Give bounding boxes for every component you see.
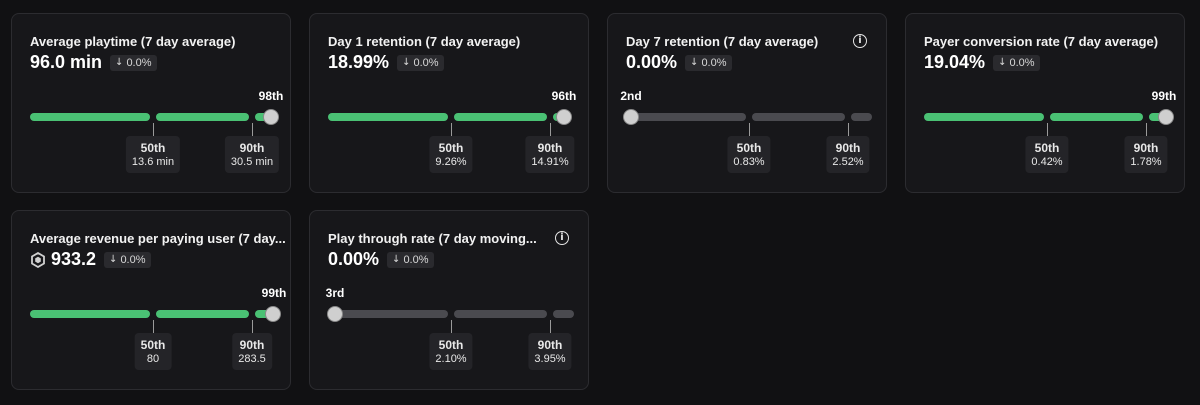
- rank-label: 2nd: [620, 89, 642, 103]
- change-badge: ↓ 0.0%: [993, 54, 1040, 71]
- tick-50th: [153, 123, 154, 136]
- arrow-down-icon: ↓: [109, 254, 118, 265]
- bar-segment-mid: [156, 310, 249, 318]
- card-title: Play through rate (7 day moving...: [328, 231, 537, 246]
- change-value: 0.0%: [1009, 56, 1035, 69]
- info-icon[interactable]: i: [853, 34, 867, 48]
- percentile-90th: 90th 14.91%: [525, 136, 575, 173]
- rank-marker: [623, 109, 639, 125]
- metric-card-play-through-rate: Play through rate (7 day moving... i 0.0…: [309, 210, 589, 390]
- rank-label: 98th: [258, 89, 284, 103]
- tick-90th: [1146, 123, 1147, 136]
- bar-segment-low: [626, 113, 746, 121]
- change-badge: ↓ 0.0%: [397, 54, 444, 71]
- tick-50th: [451, 320, 452, 333]
- rank-label: 96th: [551, 89, 577, 103]
- percentile-90th: 90th 3.95%: [528, 333, 572, 370]
- arrow-down-icon: ↓: [115, 57, 124, 68]
- metric-value: 0.00%: [626, 52, 678, 72]
- value-row: 19.04% ↓ 0.0%: [924, 52, 1040, 73]
- metric-card-average-playtime: Average playtime (7 day average) 96.0 mi…: [11, 13, 291, 193]
- tick-90th: [550, 320, 551, 333]
- metric-value: 19.04%: [924, 52, 986, 72]
- metric-value: 96.0 min: [30, 52, 103, 72]
- robux-icon: [31, 251, 45, 268]
- arrow-down-icon: ↓: [690, 57, 699, 68]
- value-row: 0.00% ↓ 0.0%: [328, 249, 434, 270]
- percentile-50th: 50th 13.6 min: [125, 136, 181, 173]
- tick-50th: [451, 123, 452, 136]
- bar-segment-low: [328, 310, 448, 318]
- bar-segment-high: [255, 310, 273, 318]
- metric-value: 0.00%: [328, 249, 380, 269]
- percentile-50th: 50th 80: [134, 333, 172, 370]
- change-badge: ↓ 0.0%: [685, 54, 732, 71]
- change-badge: ↓ 0.0%: [110, 54, 157, 71]
- change-badge: ↓ 0.0%: [387, 251, 434, 268]
- percentile-50th: 50th 0.42%: [1025, 136, 1069, 173]
- value-row: 18.99% ↓ 0.0%: [328, 52, 444, 73]
- percentile-90th: 90th 1.78%: [1124, 136, 1168, 173]
- rank-marker: [327, 306, 343, 322]
- bar-segment-mid: [752, 113, 845, 121]
- change-value: 0.0%: [701, 56, 727, 69]
- bar-segment-high: [553, 310, 574, 318]
- percentile-50th: 50th 9.26%: [429, 136, 473, 173]
- percentile-90th: 90th 2.52%: [826, 136, 870, 173]
- tick-90th: [848, 123, 849, 136]
- metric-card-arppu: Average revenue per paying user (7 day..…: [11, 210, 291, 390]
- bar-segment-low: [924, 113, 1044, 121]
- bar-segment-mid: [454, 113, 547, 121]
- bar-segment-low: [30, 113, 150, 121]
- bar-segment-high: [851, 113, 872, 121]
- rank-label: 99th: [261, 286, 287, 300]
- tick-90th: [252, 123, 253, 136]
- change-value: 0.0%: [413, 56, 439, 69]
- value-row: 933.2 ↓ 0.0%: [30, 249, 151, 270]
- rank-marker: [1158, 109, 1174, 125]
- rank-label: 99th: [1151, 89, 1177, 103]
- metric-card-day7-retention: Day 7 retention (7 day average) i 0.00% …: [607, 13, 887, 193]
- change-badge: ↓ 0.0%: [104, 251, 151, 268]
- change-value: 0.0%: [126, 56, 152, 69]
- card-title: Average revenue per paying user (7 day..…: [30, 231, 286, 246]
- change-value: 0.0%: [120, 253, 146, 266]
- tick-90th: [252, 320, 253, 333]
- rank-marker: [556, 109, 572, 125]
- rank-label: 3rd: [325, 286, 345, 300]
- percentile-50th: 50th 0.83%: [727, 136, 771, 173]
- percentile-90th: 90th 30.5 min: [224, 136, 280, 173]
- bar-segment-mid: [156, 113, 249, 121]
- tick-50th: [153, 320, 154, 333]
- tick-90th: [550, 123, 551, 136]
- percentile-90th: 90th 283.5: [232, 333, 272, 370]
- card-title: Day 1 retention (7 day average): [328, 34, 521, 49]
- metric-card-payer-conversion: Payer conversion rate (7 day average) 19…: [905, 13, 1185, 193]
- tick-50th: [1047, 123, 1048, 136]
- rank-marker: [263, 109, 279, 125]
- bar-segment-low: [30, 310, 150, 318]
- arrow-down-icon: ↓: [402, 57, 411, 68]
- arrow-down-icon: ↓: [392, 254, 401, 265]
- metric-card-day1-retention: Day 1 retention (7 day average) 18.99% ↓…: [309, 13, 589, 193]
- info-icon[interactable]: i: [555, 231, 569, 245]
- bar-segment-low: [328, 113, 448, 121]
- percentile-50th: 50th 2.10%: [429, 333, 473, 370]
- value-row: 96.0 min ↓ 0.0%: [30, 52, 157, 73]
- card-title: Average playtime (7 day average): [30, 34, 236, 49]
- bar-segment-mid: [454, 310, 547, 318]
- bar-segment-mid: [1050, 113, 1143, 121]
- arrow-down-icon: ↓: [998, 57, 1007, 68]
- change-value: 0.0%: [403, 253, 429, 266]
- metric-value: 933.2: [51, 249, 97, 269]
- card-title: Payer conversion rate (7 day average): [924, 34, 1159, 49]
- tick-50th: [749, 123, 750, 136]
- rank-marker: [265, 306, 281, 322]
- metric-value: 18.99%: [328, 52, 390, 72]
- card-title: Day 7 retention (7 day average): [626, 34, 819, 49]
- value-row: 0.00% ↓ 0.0%: [626, 52, 732, 73]
